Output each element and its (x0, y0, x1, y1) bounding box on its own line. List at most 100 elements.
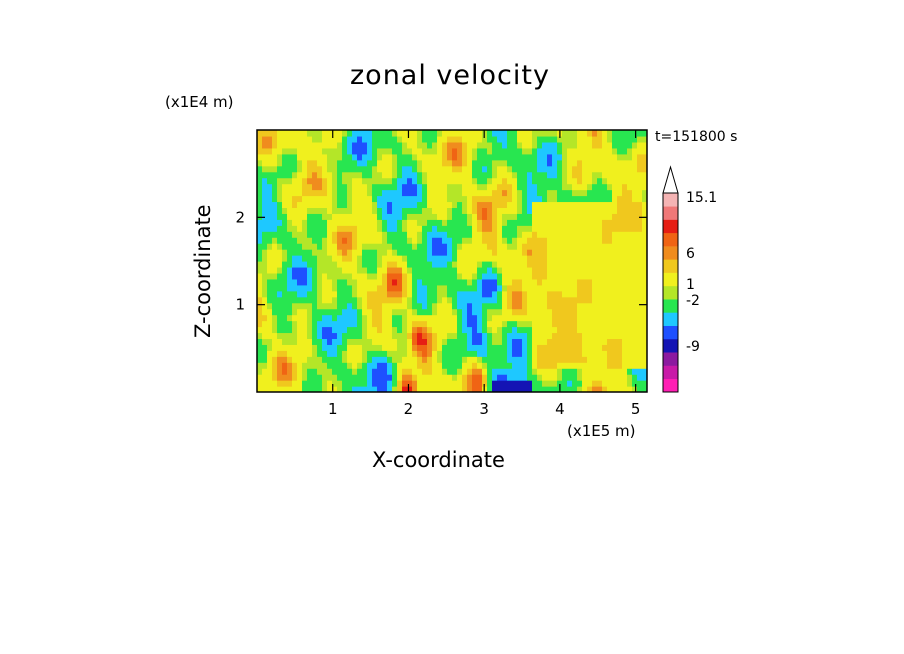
heatmap-cell (522, 231, 528, 238)
heatmap-cell (607, 171, 613, 179)
heatmap-cell (437, 368, 443, 375)
heatmap-cell (267, 290, 273, 298)
heatmap-cell (367, 374, 373, 381)
heatmap-cell (347, 326, 353, 334)
heatmap-cell (287, 302, 293, 310)
heatmap-cell (487, 350, 493, 357)
heatmap-cell (292, 195, 298, 203)
heatmap-cell (547, 296, 553, 304)
heatmap-cell (442, 189, 448, 197)
heatmap-cell (377, 130, 383, 137)
heatmap-cell (597, 320, 603, 328)
heatmap-cell (402, 189, 408, 197)
heatmap-cell (507, 201, 513, 209)
heatmap-cell (397, 219, 403, 226)
heatmap-cell (572, 266, 578, 274)
heatmap-cell (282, 255, 288, 262)
heatmap-cell (607, 278, 613, 286)
heatmap-cell (522, 147, 528, 155)
heatmap-cell (577, 249, 583, 256)
heatmap-cell (602, 237, 608, 244)
heatmap-cell (442, 302, 448, 310)
heatmap-cell (302, 219, 308, 226)
heatmap-cell (632, 237, 638, 244)
heatmap-cell (382, 141, 388, 149)
heatmap-cell (562, 231, 568, 238)
heatmap-cell (597, 130, 603, 137)
heatmap-cell (277, 362, 283, 369)
heatmap-cell (587, 380, 593, 387)
heatmap-cell (257, 231, 263, 238)
heatmap-cell (572, 207, 578, 214)
colorbar-swatch (663, 325, 678, 340)
heatmap-cell (477, 380, 483, 387)
heatmap-cell (342, 362, 348, 369)
colorbar-tick-label: -9 (686, 339, 700, 355)
heatmap-cell (412, 368, 418, 375)
heatmap-cell (507, 237, 513, 244)
colorbar-swatch (663, 312, 678, 326)
heatmap-cell (517, 308, 523, 316)
heatmap-cell (332, 237, 338, 244)
heatmap-cell (627, 308, 633, 316)
heatmap-cell (582, 147, 588, 155)
heatmap-cell (512, 177, 518, 185)
heatmap-cell (312, 201, 318, 209)
heatmap-cell (532, 326, 538, 334)
heatmap-cell (557, 278, 563, 286)
heatmap-cell (387, 272, 393, 280)
heatmap-cell (442, 380, 448, 387)
heatmap-cell (472, 231, 478, 238)
heatmap-cell (447, 261, 453, 268)
heatmap-cell (412, 356, 418, 363)
heatmap-cell (542, 386, 548, 392)
heatmap-cell (382, 344, 388, 351)
heatmap-cell (352, 374, 358, 381)
heatmap-cell (347, 153, 353, 161)
heatmap-cell (472, 177, 478, 185)
heatmap-cell (292, 249, 298, 256)
heatmap-cell (282, 261, 288, 268)
heatmap-cell (372, 177, 378, 185)
heatmap-cell (297, 308, 303, 316)
heatmap-cell (497, 249, 503, 256)
heatmap-cell (327, 225, 333, 232)
heatmap-cell (332, 350, 338, 357)
heatmap-cell (632, 177, 638, 185)
heatmap-cell (372, 237, 378, 244)
heatmap-cell (357, 356, 363, 363)
heatmap-cell (307, 231, 313, 238)
heatmap-cell (257, 362, 263, 369)
heatmap-cell (467, 189, 473, 197)
heatmap-cell (267, 130, 273, 137)
heatmap-cell (562, 255, 568, 262)
heatmap-cell (517, 368, 523, 375)
heatmap-cell (497, 290, 503, 298)
heatmap-cell (412, 344, 418, 351)
heatmap-cell (422, 332, 428, 340)
heatmap-cell (347, 213, 353, 220)
heatmap-cell (527, 135, 533, 143)
heatmap-cell (527, 225, 533, 232)
heatmap-cell (447, 332, 453, 340)
heatmap-cell (392, 326, 398, 334)
heatmap-cell (527, 159, 533, 167)
heatmap-cell (407, 380, 413, 387)
heatmap-cell (612, 284, 618, 292)
heatmap-cell (437, 165, 443, 173)
heatmap-cell (362, 261, 368, 268)
heatmap-cell (357, 159, 363, 167)
heatmap-cell (367, 386, 373, 392)
heatmap-cell (502, 207, 508, 214)
heatmap-cell (257, 219, 263, 226)
heatmap-cell (477, 177, 483, 185)
heatmap-cell (472, 225, 478, 232)
heatmap-cell (567, 243, 573, 250)
heatmap-cell (627, 261, 633, 268)
heatmap-cell (407, 278, 413, 286)
heatmap-cell (267, 231, 273, 238)
heatmap-cell (512, 135, 518, 143)
heatmap-cell (632, 308, 638, 316)
heatmap-cell (257, 308, 263, 316)
heatmap-cell (622, 213, 628, 220)
